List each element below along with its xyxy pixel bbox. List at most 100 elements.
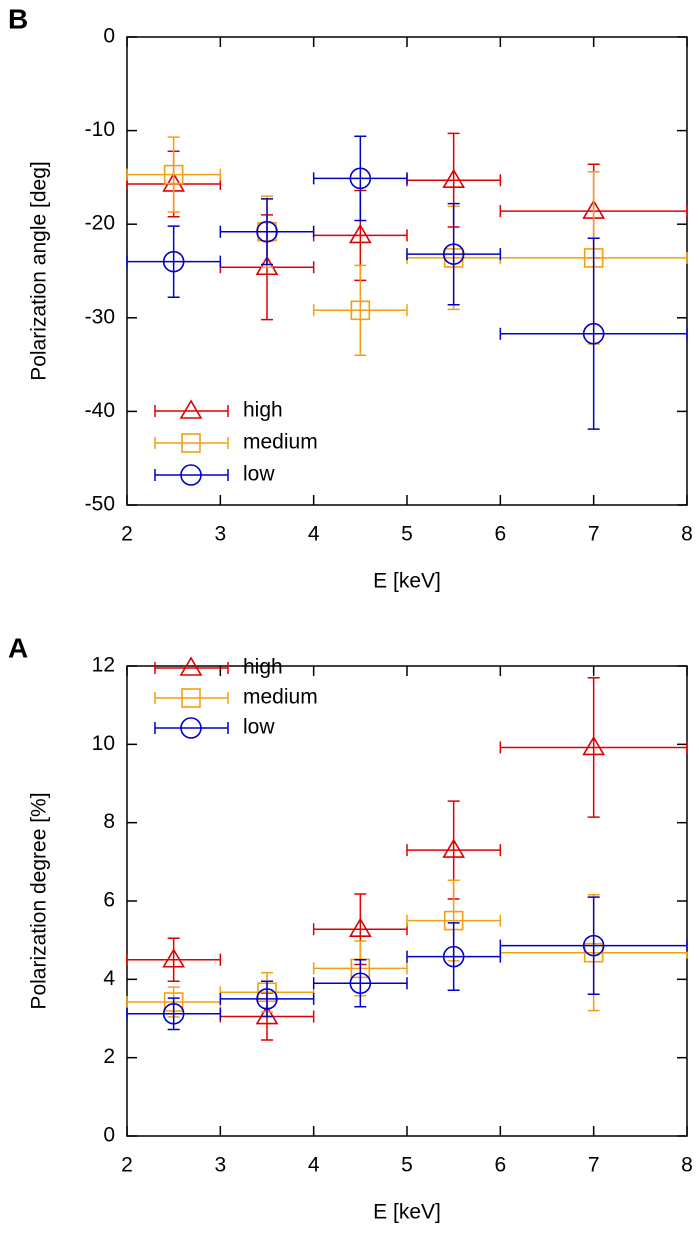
marker-circle: [162, 1002, 185, 1025]
x-tick-label: 3: [214, 523, 226, 546]
legend-sample: [154, 662, 229, 674]
y-error-bar: [587, 237, 600, 430]
marker-triangle: [179, 399, 203, 419]
marker-circle: [256, 220, 278, 243]
error-point: [312, 264, 408, 356]
marker-triangle: [348, 917, 372, 938]
marker-circle: [180, 717, 202, 739]
panel-label: B: [8, 3, 28, 34]
x-tick-label: 8: [681, 523, 693, 546]
marker-triangle: [582, 735, 606, 756]
marker-circle: [349, 972, 372, 995]
x-tick-label: 6: [494, 1154, 506, 1177]
marker-circle: [582, 934, 605, 957]
legend-sample: [154, 405, 229, 417]
panel-label: A: [8, 632, 28, 663]
y-error-bar: [587, 896, 600, 995]
marker-triangle: [442, 168, 466, 189]
marker-triangle: [442, 838, 466, 858]
y-axis-label: Polarization degree [%]: [28, 792, 51, 1009]
error-point: [312, 959, 408, 1008]
legend-sample: [154, 469, 229, 481]
marker-triangle: [255, 255, 279, 276]
y-tick-label: 8: [103, 810, 115, 833]
y-tick-label: 6: [103, 889, 115, 912]
x-axis-label: E [keV]: [373, 1201, 441, 1224]
legend-label: high: [243, 656, 283, 679]
x-tick-label: 7: [588, 523, 600, 546]
y-tick-label: 2: [103, 1045, 115, 1068]
x-tick-label: 6: [494, 523, 506, 546]
plot-frame: [126, 665, 688, 1137]
error-point: [406, 202, 502, 306]
x-tick-label: 3: [214, 1154, 226, 1177]
y-error-bar: [354, 959, 367, 1008]
y-tick-label: 0: [103, 1124, 115, 1147]
y-axis-label: Polarization angle [deg]: [28, 161, 51, 381]
error-point: [499, 677, 688, 818]
marker-triangle: [255, 1004, 279, 1025]
marker-triangle: [348, 223, 372, 244]
y-error-bar: [261, 198, 273, 266]
error-point: [499, 237, 688, 430]
legend-label: medium: [243, 431, 318, 454]
legend-label: low: [243, 716, 275, 739]
marker-square: [350, 300, 371, 321]
y-error-bar: [447, 922, 460, 992]
marker-square: [163, 164, 184, 185]
marker-circle: [582, 322, 605, 345]
marker-triangle: [162, 948, 186, 968]
marker-circle: [442, 945, 465, 968]
plot-frame: [126, 36, 688, 506]
x-tick-label: 2: [121, 1154, 133, 1177]
marker-square: [181, 688, 201, 708]
y-tick-label: 10: [92, 732, 115, 755]
x-tick-label: 7: [588, 1154, 600, 1177]
x-tick-label: 4: [308, 523, 320, 546]
error-point: [406, 922, 502, 992]
error-point: [219, 198, 315, 266]
x-tick-label: 5: [401, 1154, 413, 1177]
marker-circle: [180, 464, 202, 486]
x-axis-label: E [keV]: [373, 570, 441, 593]
error-point: [126, 136, 222, 213]
error-point: [312, 135, 408, 222]
x-tick-label: 4: [308, 1154, 320, 1177]
y-error-bar: [587, 677, 600, 818]
error-point: [126, 937, 222, 983]
marker-square: [181, 433, 201, 453]
legend-sample: [154, 692, 229, 704]
marker-circle: [162, 250, 185, 273]
y-error-bar: [167, 937, 180, 983]
y-tick-label: -20: [85, 212, 115, 235]
error-point: [499, 896, 688, 995]
y-error-bar: [167, 136, 180, 213]
error-point: [126, 997, 222, 1031]
y-error-bar: [354, 264, 367, 356]
error-point: [219, 980, 315, 1018]
error-point: [126, 225, 222, 298]
y-tick-label: -40: [85, 399, 115, 422]
marker-circle: [256, 988, 278, 1010]
y-tick-label: 4: [103, 967, 115, 990]
y-error-bar: [354, 135, 367, 222]
x-tick-label: 2: [121, 523, 133, 546]
legend-sample: [154, 437, 229, 449]
marker-triangle: [179, 656, 203, 676]
y-tick-label: -10: [85, 118, 115, 141]
y-tick-label: 0: [103, 25, 115, 48]
marker-circle: [349, 167, 372, 190]
legend-label: high: [243, 399, 283, 422]
y-error-bar: [167, 225, 180, 298]
legend-label: medium: [243, 686, 318, 709]
y-error-bar: [261, 980, 273, 1018]
y-error-bar: [447, 202, 460, 306]
y-tick-label: 12: [92, 654, 115, 677]
marker-circle: [442, 243, 465, 265]
legend-label: low: [243, 463, 275, 486]
legend-sample: [154, 722, 229, 734]
y-tick-label: -50: [85, 493, 115, 516]
x-tick-label: 5: [401, 523, 413, 546]
